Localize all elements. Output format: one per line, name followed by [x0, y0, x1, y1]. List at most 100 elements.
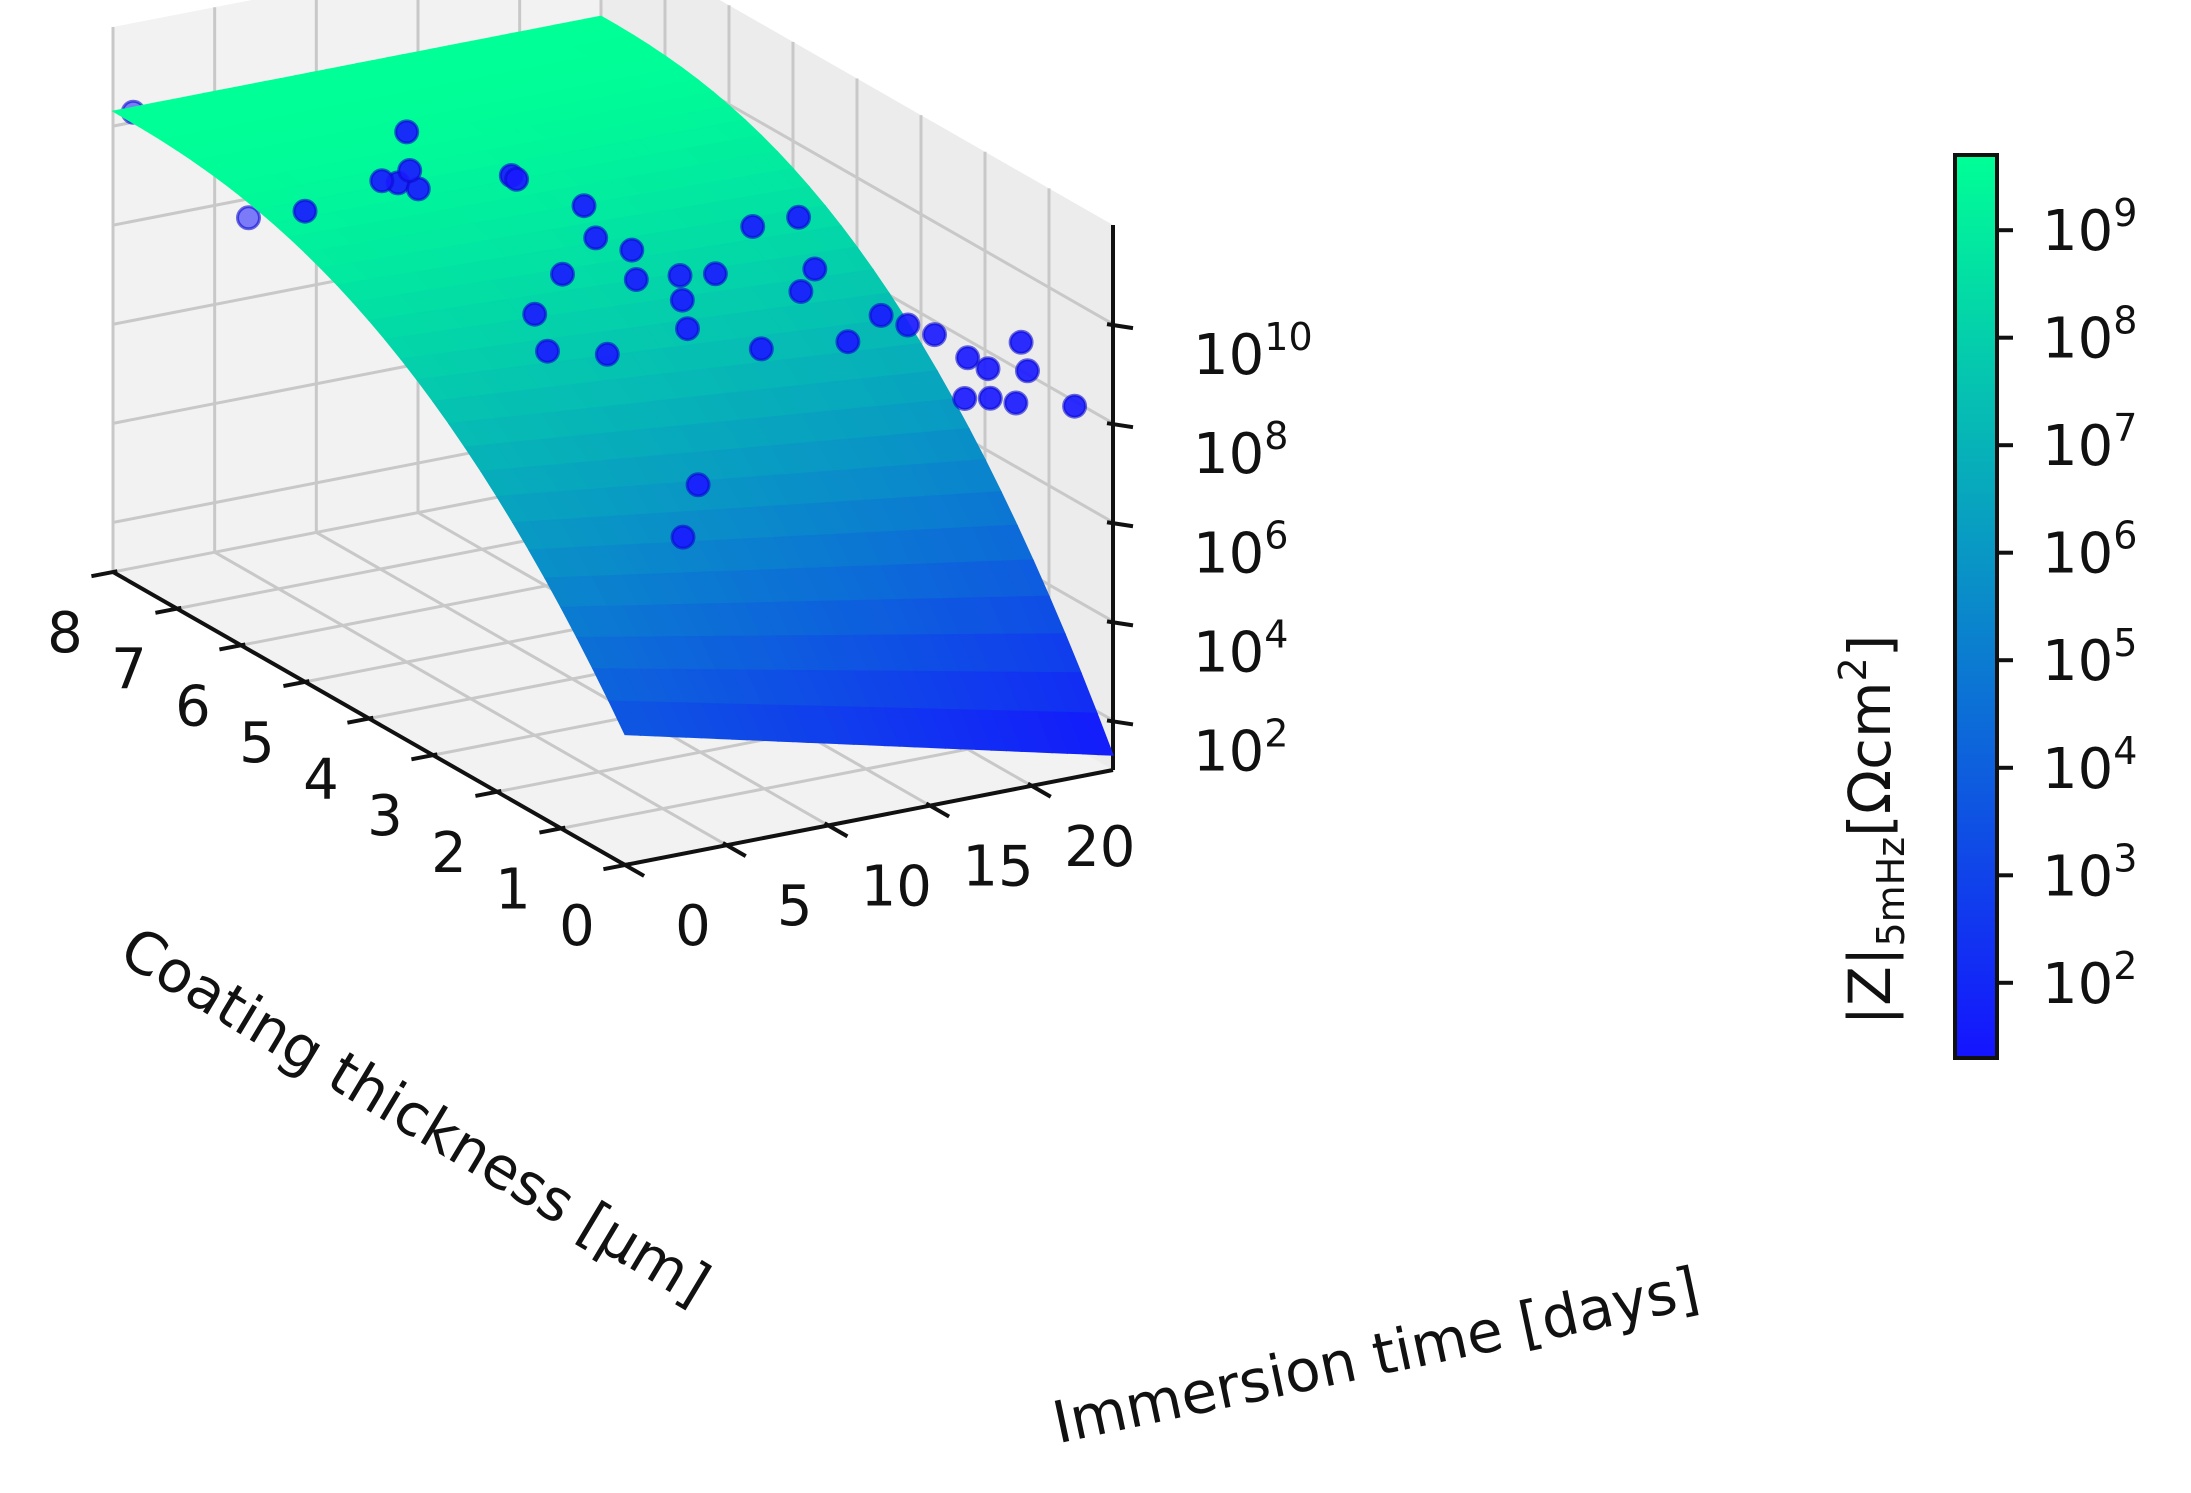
z-tick-8	[1106, 421, 1134, 430]
x-tick-label: 6	[175, 674, 211, 739]
z-axis-label-close: ]	[1836, 635, 1904, 658]
data-point	[550, 261, 575, 287]
x-tick-label: 0	[559, 894, 595, 959]
data-point	[788, 279, 814, 304]
z-axis-label-sub: 5mHz	[1869, 837, 1913, 947]
data-point	[975, 356, 1001, 382]
z-axis-label-unit-sup: 2	[1831, 657, 1875, 681]
data-point	[1062, 393, 1088, 419]
z-tick-label: 104	[1193, 612, 1288, 685]
x-tick-label: 5	[239, 711, 275, 776]
x-tick-2	[475, 788, 502, 798]
data-point	[535, 338, 560, 364]
data-point	[236, 205, 261, 231]
z-tick-6	[1106, 520, 1134, 529]
data-point	[786, 204, 812, 230]
data-point	[667, 263, 693, 288]
z-axis-tick-labels: 102 104 106 108 1010	[1193, 315, 1313, 784]
data-point	[369, 168, 395, 194]
data-point	[895, 312, 921, 338]
data-point	[623, 267, 649, 292]
data-points-front	[292, 119, 1088, 550]
colorbar	[1953, 153, 1999, 1060]
data-point	[594, 341, 620, 367]
data-point	[868, 302, 894, 328]
x-tick-label: 4	[303, 748, 339, 813]
data-point	[748, 336, 774, 362]
data-point	[802, 256, 828, 282]
x-tick-label: 2	[431, 821, 467, 886]
data-point	[675, 316, 700, 342]
data-point	[835, 329, 861, 355]
x-tick-4	[347, 715, 374, 725]
data-point	[522, 301, 548, 327]
data-point	[504, 166, 530, 192]
fitted-surface	[111, 15, 1114, 756]
data-point	[670, 524, 696, 550]
x-tick-label: 8	[47, 601, 83, 666]
x-tick-3	[411, 752, 438, 762]
x-tick-label: 1	[495, 857, 531, 922]
x-tick-8	[91, 569, 118, 579]
data-point	[740, 214, 766, 239]
colorbar-tick-label: 107	[2042, 406, 2137, 479]
axis-lines	[91, 225, 1134, 878]
z-tick-label: 1010	[1193, 315, 1313, 388]
y-tick-label: 0	[675, 894, 711, 959]
y-tick-label: 5	[777, 874, 813, 939]
x-tick-5	[283, 679, 310, 689]
y-tick-label: 15	[962, 835, 1033, 900]
surface-patch	[608, 700, 642, 736]
data-point	[619, 237, 645, 263]
colorbar-tick-label: 102	[2042, 944, 2137, 1017]
y-tick-20	[1026, 781, 1052, 799]
y-tick-label: 10	[861, 854, 932, 919]
y-axis-label: Immersion time [days]	[1047, 1254, 1705, 1457]
data-point	[571, 193, 597, 219]
data-point	[685, 472, 711, 498]
y-tick-0	[620, 861, 646, 878]
data-point	[394, 119, 420, 145]
colorbar-tick-label: 104	[2042, 729, 2137, 802]
data-point	[669, 287, 695, 313]
y-tick-label: 20	[1064, 815, 1135, 880]
x-tick-label: 7	[111, 638, 147, 703]
grid-floor-days-5	[213, 550, 728, 847]
x-tick-7	[155, 605, 182, 615]
colorbar-tick-label: 109	[2042, 191, 2137, 264]
grid-floor-days-10	[315, 531, 830, 827]
z-tick-label: 102	[1193, 712, 1288, 785]
data-point	[952, 386, 978, 411]
data-point	[1015, 358, 1040, 384]
colorbar-tick-label: 108	[2042, 299, 2137, 372]
data-point	[397, 158, 423, 183]
y-tick-10	[823, 821, 849, 839]
colorbar-tick-label: 105	[2042, 621, 2137, 694]
y-axis-tick-labels: 0 5 10 15 20	[675, 815, 1135, 959]
data-point	[1008, 329, 1034, 355]
z-axis-label: |Z|5mHz[Ωcm2]	[1831, 635, 1913, 1026]
z-tick-label: 106	[1193, 513, 1288, 586]
x-tick-6	[219, 642, 246, 652]
z-axis-label-main: |Z|	[1836, 947, 1904, 1026]
colorbar-tick-label: 106	[2042, 514, 2137, 587]
colorbar-tick-labels: 102 103 104 105 106 107 108 109	[1997, 191, 2137, 1017]
x-tick-1	[539, 825, 566, 835]
x-axis-label: Coating thickness [μm]	[109, 913, 721, 1318]
y-tick-15	[925, 801, 951, 819]
data-point	[1003, 390, 1029, 416]
z-tick-2	[1106, 718, 1134, 727]
x-tick-label: 3	[367, 784, 403, 849]
z-axis-label-unit: [Ωcm	[1836, 681, 1904, 836]
data-point	[702, 261, 728, 287]
z-tick-4	[1106, 619, 1134, 628]
data-point	[977, 385, 1003, 411]
y-tick-5	[721, 841, 747, 858]
data-point	[922, 322, 947, 348]
data-point	[955, 345, 981, 371]
data-point	[292, 198, 318, 224]
z-tick-label: 108	[1193, 414, 1288, 487]
z-tick-10	[1106, 322, 1134, 331]
